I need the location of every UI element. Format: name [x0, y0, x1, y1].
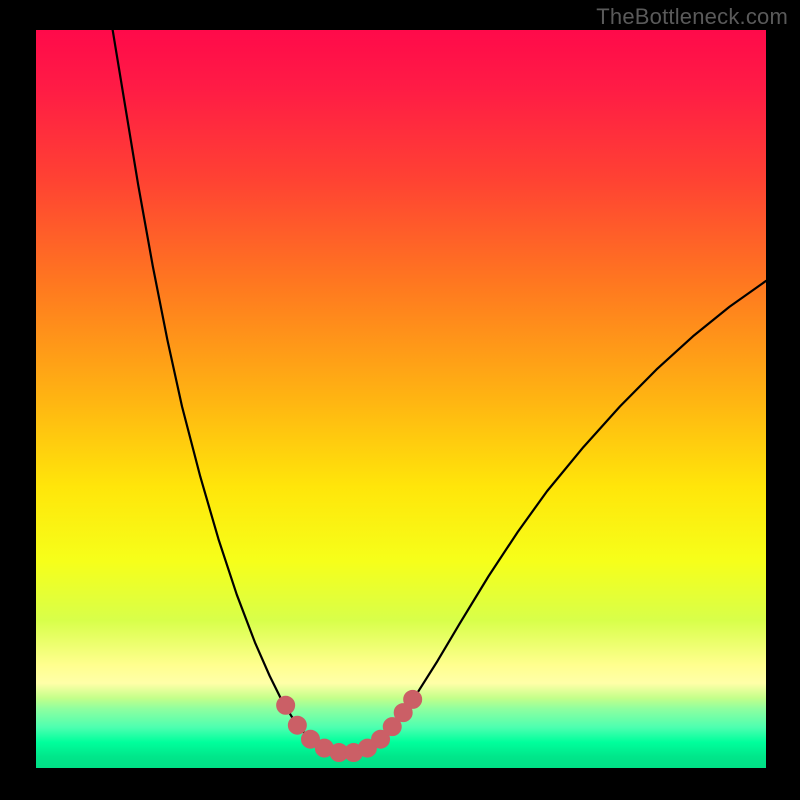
marker-dot [404, 690, 422, 708]
chart-frame: TheBottleneck.com [0, 0, 800, 800]
watermark-text: TheBottleneck.com [596, 4, 788, 30]
gradient-background [36, 30, 766, 768]
marker-dot [288, 716, 306, 734]
bottleneck-chart [36, 30, 766, 768]
marker-dot [277, 696, 295, 714]
